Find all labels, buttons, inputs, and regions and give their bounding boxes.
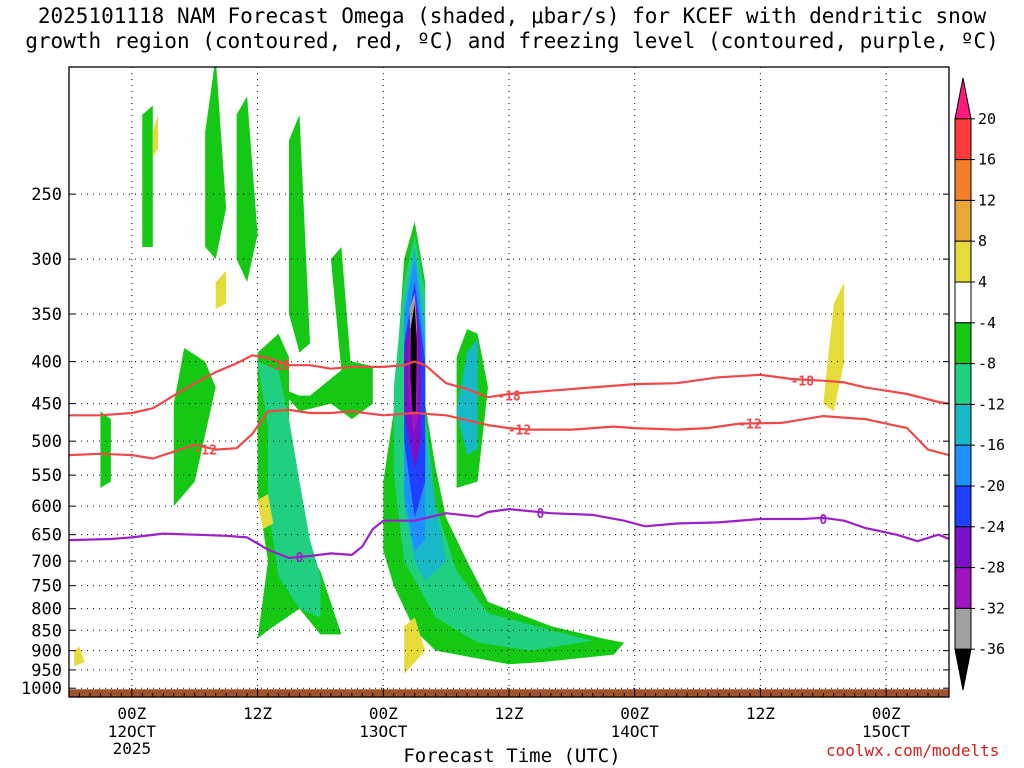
contour-line xyxy=(69,354,949,417)
colorbar-label: -24 xyxy=(978,518,1005,536)
colorbar-label: -20 xyxy=(978,477,1005,495)
y-tick-label: 400 xyxy=(31,353,62,373)
x-tick-date: 15OCT xyxy=(862,722,911,741)
omega-region xyxy=(152,114,158,157)
colorbar-box xyxy=(954,444,972,487)
x-tick-label: 00Z xyxy=(872,704,901,723)
x-tick-label: 12Z xyxy=(495,704,524,723)
contour-label: -12 xyxy=(738,418,761,433)
omega-region xyxy=(236,96,258,283)
omega-region xyxy=(257,494,274,530)
colorbar-label: 20 xyxy=(978,110,996,128)
omega-region xyxy=(205,67,227,260)
omega-region xyxy=(330,247,352,379)
contour-line xyxy=(69,508,949,560)
y-tick-label: 650 xyxy=(31,526,62,546)
contour-label: -18 xyxy=(267,359,291,374)
y-tick-label: 550 xyxy=(31,466,62,486)
omega-region xyxy=(404,617,426,674)
colorbar-label: -8 xyxy=(978,355,996,373)
title-line-2: growth region (contoured, red, ºC) and f… xyxy=(25,29,999,53)
contour-label: -18 xyxy=(497,390,521,405)
colorbar-box xyxy=(954,159,972,201)
watermark: coolwx.com/modelts xyxy=(826,741,1000,760)
contour-label: 0 xyxy=(296,551,304,566)
y-tick-label: 250 xyxy=(31,185,62,205)
y-tick-label: 300 xyxy=(31,250,62,270)
x-tick-date: 13OCT xyxy=(359,722,408,741)
x-tick-label: 12Z xyxy=(243,704,272,723)
colorbar-label: 4 xyxy=(978,273,987,291)
colorbar: 20 16 12 8 4 -4 -8 -12 -16 -20 -24 -28 -32 -36 xyxy=(954,77,1005,691)
x-axis-title: Forecast Time (UTC) xyxy=(403,745,621,767)
x-tick-label: 00Z xyxy=(117,704,146,723)
colorbar-box xyxy=(954,118,972,161)
x-tick-label: 00Z xyxy=(620,704,649,723)
y-tick-label: 800 xyxy=(31,600,62,620)
x-tick-year: 2025 xyxy=(113,739,152,758)
x-tick-date: 14OCT xyxy=(611,722,660,741)
y-tick-label: 750 xyxy=(31,577,62,597)
colorbar-label: -28 xyxy=(978,559,1005,577)
omega-region xyxy=(100,411,111,488)
colorbar-label: 8 xyxy=(978,232,987,250)
omega-region xyxy=(74,646,85,667)
colorbar-arrow-top xyxy=(954,77,972,120)
colorbar-box xyxy=(954,526,972,569)
temperature-contours: -18 -18 -18 -12 -12 -12 0 0 0 xyxy=(69,354,949,566)
colorbar-label: 16 xyxy=(978,151,996,169)
colorbar-label: 12 xyxy=(978,191,996,209)
omega-shading xyxy=(74,67,845,674)
omega-region xyxy=(393,234,593,651)
contour-label: 0 xyxy=(537,507,545,522)
x-tick-date: 12OCT xyxy=(108,722,157,741)
omega-region xyxy=(142,105,153,247)
y-tick-label: 700 xyxy=(31,552,62,572)
colorbar-label: -4 xyxy=(978,314,996,332)
contour-label: -18 xyxy=(791,375,815,390)
colorbar-label: -36 xyxy=(978,640,1005,658)
y-tick-label: 600 xyxy=(31,497,62,517)
omega-region xyxy=(215,270,227,309)
x-tick-label: 12Z xyxy=(746,704,775,723)
colorbar-arrow-bottom xyxy=(954,648,972,691)
y-axis: 2503003504004505005506006507007508008509… xyxy=(21,185,949,699)
colorbar-box xyxy=(954,322,972,365)
y-tick-label: 1000 xyxy=(21,679,62,699)
colorbar-box xyxy=(954,363,972,405)
omega-region xyxy=(456,338,478,456)
y-tick-label: 450 xyxy=(31,395,62,415)
y-tick-label: 950 xyxy=(31,661,62,681)
colorbar-label: -12 xyxy=(978,395,1005,413)
colorbar-box xyxy=(954,281,972,324)
contour-label: -12 xyxy=(508,424,531,439)
x-tick-label: 00Z xyxy=(369,704,398,723)
omega-region xyxy=(410,303,417,412)
y-tick-label: 500 xyxy=(31,432,62,452)
contour-label: -12 xyxy=(193,444,216,459)
omega-region xyxy=(823,282,845,412)
colorbar-box xyxy=(954,240,972,283)
colorbar-box xyxy=(954,199,972,242)
colorbar-box xyxy=(954,403,972,446)
title-line-1: 2025101118 NAM Forecast Omega (shaded, μ… xyxy=(37,4,987,28)
contour-label: 0 xyxy=(819,513,827,528)
colorbar-label: -16 xyxy=(978,436,1005,454)
chart-title: 2025101118 NAM Forecast Omega (shaded, μ… xyxy=(0,4,1024,54)
y-tick-label: 850 xyxy=(31,621,62,641)
contour-line xyxy=(69,408,949,460)
omega-region xyxy=(257,361,321,618)
y-tick-label: 350 xyxy=(31,305,62,325)
omega-region xyxy=(173,348,216,507)
colorbar-box xyxy=(954,485,972,528)
y-tick-label: 900 xyxy=(31,642,62,662)
colorbar-label: -32 xyxy=(978,599,1005,617)
colorbar-box xyxy=(954,567,972,609)
omega-region xyxy=(289,114,310,353)
colorbar-box xyxy=(954,607,972,650)
